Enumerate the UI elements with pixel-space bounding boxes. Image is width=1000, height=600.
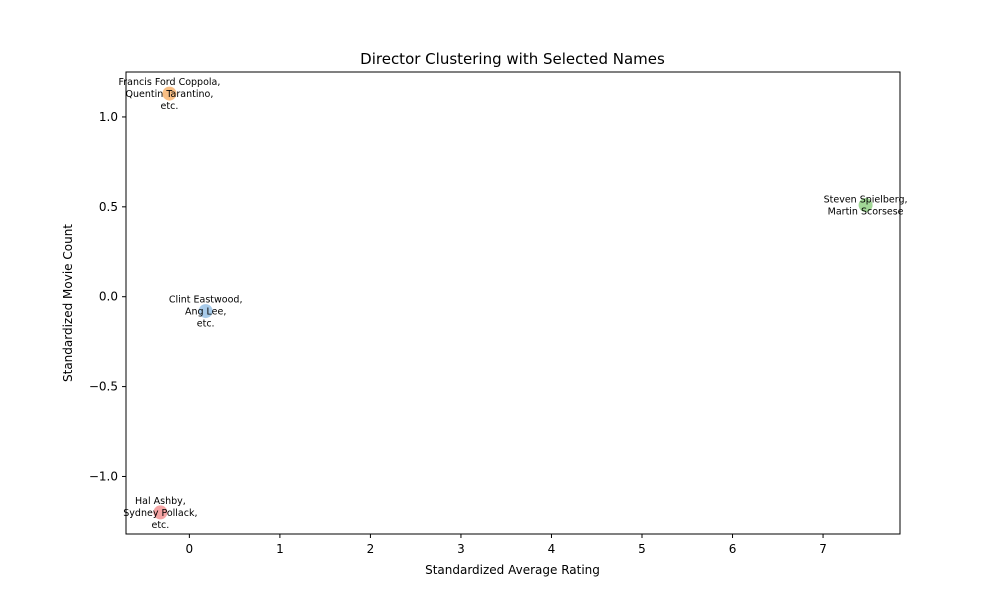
point-label-line: etc.: [197, 319, 215, 330]
x-tick-label: 7: [819, 542, 827, 556]
point-label-line: Francis Ford Coppola,: [119, 77, 221, 88]
x-axis-title: Standardized Average Rating: [425, 563, 600, 577]
x-tick-label: 0: [186, 542, 194, 556]
data-point: [198, 304, 213, 319]
point-label-line: Steven Spielberg,: [824, 195, 908, 206]
y-tick-label: −1.0: [89, 469, 118, 483]
data-point: [858, 198, 873, 213]
points-layer: [153, 86, 873, 520]
y-tick-label: −0.5: [89, 380, 118, 394]
point-label-line: Ang Lee,: [185, 307, 226, 318]
y-tick-label: 0.0: [99, 290, 118, 304]
point-label-line: Quentin Tarantino,: [126, 89, 214, 100]
x-tick-label: 4: [548, 542, 556, 556]
data-point: [153, 505, 168, 520]
chart-title: Director Clustering with Selected Names: [360, 50, 665, 68]
point-label-line: etc.: [161, 101, 179, 112]
point-label-line: Clint Eastwood,: [169, 295, 243, 306]
y-tick-label: 0.5: [99, 200, 118, 214]
x-tick-label: 1: [276, 542, 284, 556]
x-tick-label: 6: [729, 542, 737, 556]
plot-frame: [125, 71, 901, 535]
point-label-line: Hal Ashby,: [135, 496, 186, 507]
point-label-line: Martin Scorsese: [828, 207, 904, 218]
x-tick-label: 5: [638, 542, 646, 556]
x-tick-label: 3: [457, 542, 465, 556]
x-tick-label: 2: [367, 542, 375, 556]
y-tick-label: 1.0: [99, 110, 118, 124]
point-label-line: Sydney Pollack,: [123, 508, 197, 519]
y-axis-title: Standardized Movie Count: [61, 224, 75, 382]
axes-layer: 0 1 2 3 4 5 6 7 −1.0 −0.5 0.0 0.5 1.0: [89, 71, 901, 556]
data-point: [162, 86, 177, 101]
point-labels-layer: Clint Eastwood,Ang Lee,etc.Francis Ford …: [119, 77, 908, 531]
point-label-line: etc.: [151, 520, 169, 531]
